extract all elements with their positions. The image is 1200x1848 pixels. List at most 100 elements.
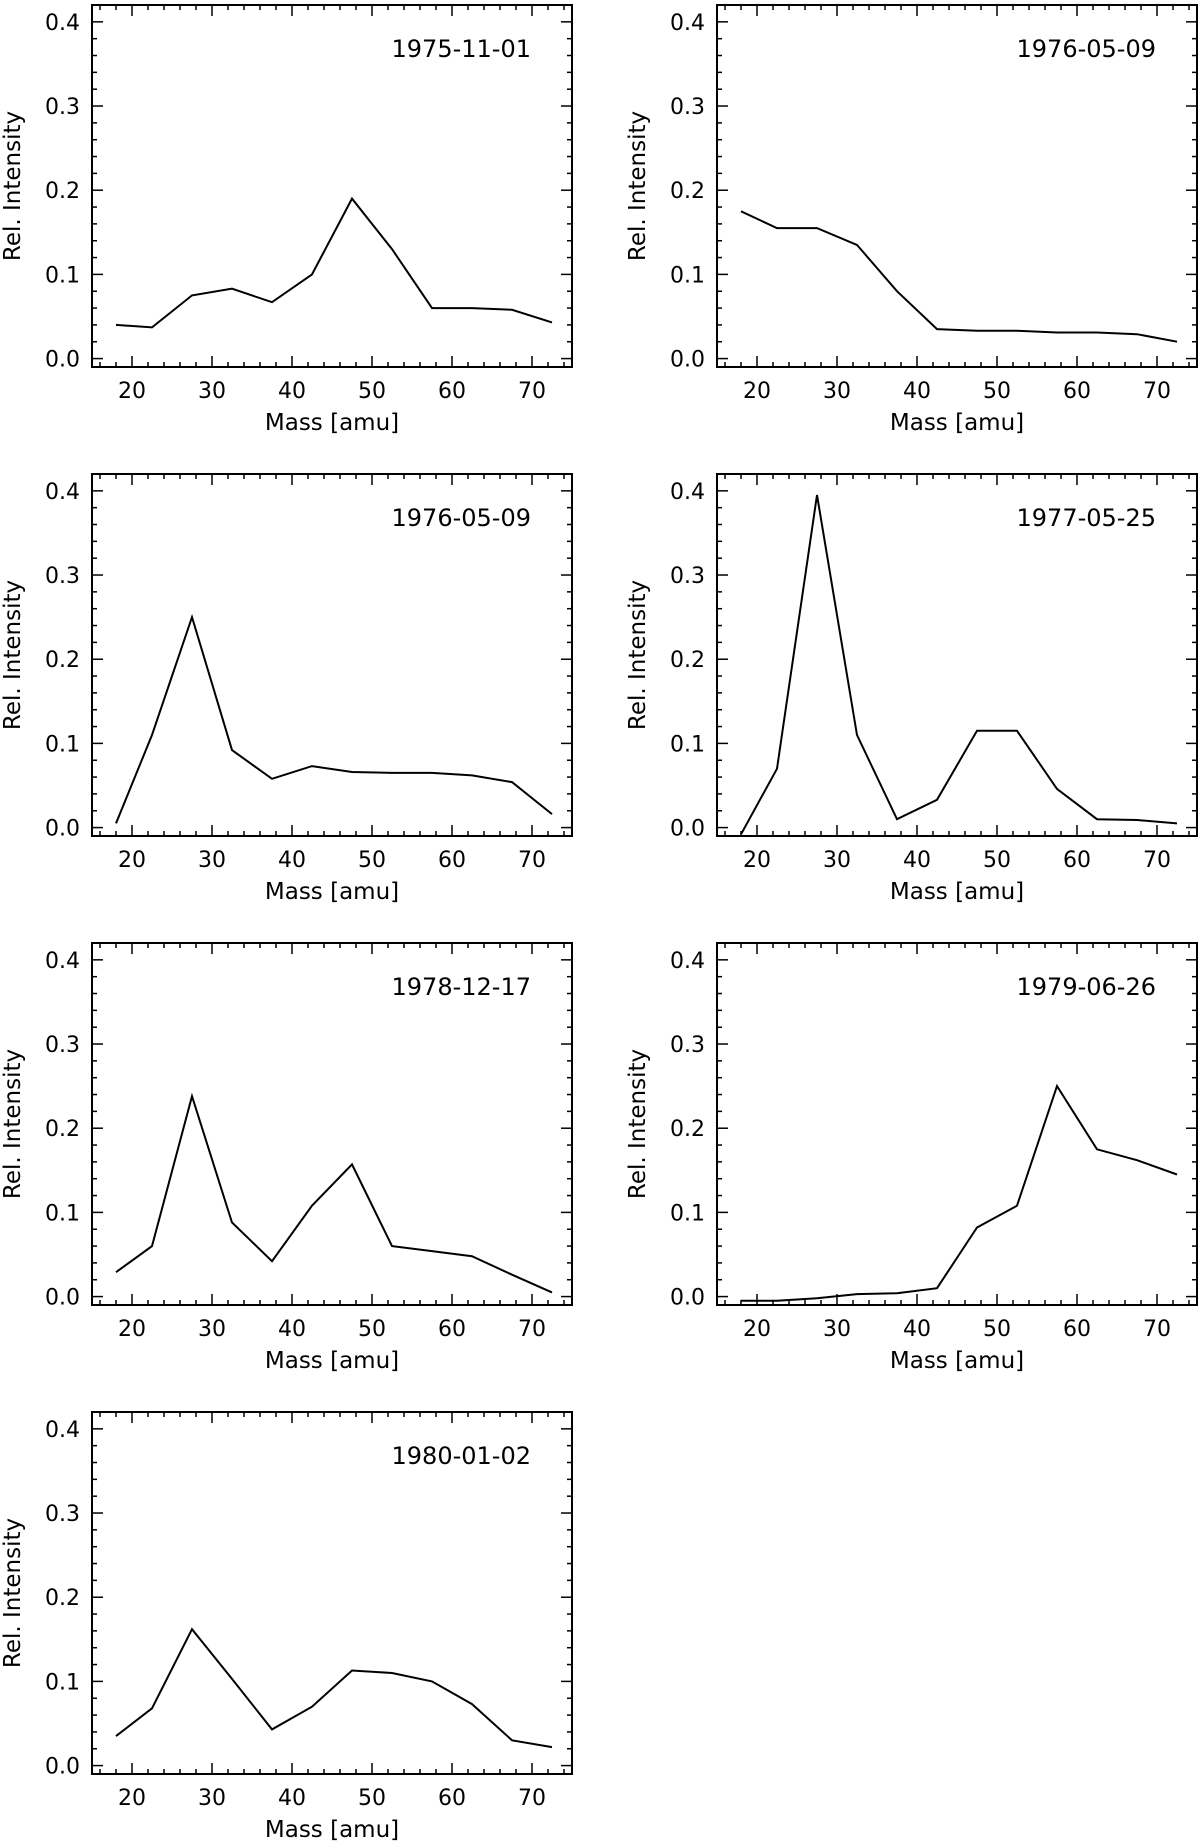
x-tick-label: 40 — [278, 1317, 306, 1342]
x-tick-label: 40 — [903, 848, 931, 873]
x-tick-label: 60 — [438, 1786, 466, 1811]
x-tick-label: 50 — [358, 848, 386, 873]
y-tick-label: 0.4 — [670, 11, 705, 36]
x-tick-label: 60 — [1063, 848, 1091, 873]
y-tick-label: 0.2 — [45, 179, 80, 204]
x-tick-label: 60 — [438, 379, 466, 404]
y-axis-label: Rel. Intensity — [625, 1049, 651, 1199]
x-tick-label: 30 — [198, 379, 226, 404]
x-tick-label: 30 — [198, 1317, 226, 1342]
series-line — [740, 494, 1178, 835]
series-line — [741, 1083, 1178, 1302]
y-tick-label: 0.1 — [670, 1201, 705, 1226]
y-tick-label: 0.4 — [45, 480, 80, 505]
y-tick-label: 0.2 — [45, 1586, 80, 1611]
y-tick-label: 0.4 — [670, 949, 705, 974]
y-tick-label: 0.2 — [45, 648, 80, 673]
y-tick-label: 0.3 — [45, 564, 80, 589]
panel-7: 20 30 40 50 60 70 0.0 0.1 0.2 0.3 0.4 Mass [amu] Rel… — [0, 1411, 573, 1843]
plot-frame — [91, 4, 573, 368]
y-tick-label: 0.1 — [45, 732, 80, 757]
x-tick-label: 40 — [278, 1786, 306, 1811]
x-tick-label: 40 — [278, 379, 306, 404]
x-tick-label: 30 — [823, 1317, 851, 1342]
x-tick-label: 50 — [358, 1317, 386, 1342]
y-tick-label: 0.3 — [670, 564, 705, 589]
x-tick-label: 20 — [743, 1317, 771, 1342]
x-axis-label: Mass [amu] — [265, 879, 399, 905]
panel-4: 20 30 40 50 60 70 0.0 0.1 0.2 0.3 0.4 Mass [amu] Rel… — [625, 473, 1198, 905]
panel-date-label: 1980-01-02 — [392, 1442, 531, 1470]
x-tick-label: 50 — [358, 1786, 386, 1811]
x-tick-label: 50 — [983, 1317, 1011, 1342]
x-tick-label: 70 — [1143, 848, 1171, 873]
y-tick-label: 0.4 — [45, 11, 80, 36]
x-tick-label: 40 — [903, 379, 931, 404]
x-axis-label: Mass [amu] — [890, 879, 1024, 905]
x-tick-label: 40 — [278, 848, 306, 873]
x-tick-label: 60 — [438, 848, 466, 873]
x-axis-label: Mass [amu] — [265, 1817, 399, 1843]
y-tick-label: 0.2 — [670, 1117, 705, 1142]
series-line — [115, 1092, 553, 1294]
x-tick-label: 70 — [518, 848, 546, 873]
series-line — [740, 210, 1178, 343]
series-line — [115, 1627, 553, 1749]
y-axis-label: Rel. Intensity — [625, 111, 651, 261]
x-tick-label: 40 — [903, 1317, 931, 1342]
y-tick-label: 0.0 — [45, 348, 80, 373]
y-tick-label: 0.3 — [670, 1033, 705, 1058]
plot-frame — [91, 1411, 573, 1775]
y-tick-label: 0.0 — [45, 1755, 80, 1780]
x-tick-label: 50 — [358, 379, 386, 404]
y-tick-label: 0.3 — [45, 1502, 80, 1527]
panel-1: 20 30 40 50 60 70 0.0 0.1 0.2 0.3 0.4 Mass [amu] Rel… — [0, 4, 573, 436]
plot-frame — [716, 942, 1198, 1306]
y-tick-label: 0.1 — [45, 1201, 80, 1226]
y-axis-label: Rel. Intensity — [0, 111, 26, 261]
x-tick-label: 20 — [743, 848, 771, 873]
y-tick-label: 0.4 — [45, 1418, 80, 1443]
x-tick-label: 60 — [438, 1317, 466, 1342]
x-tick-label: 60 — [1063, 1317, 1091, 1342]
panel-date-label: 1976-05-09 — [1017, 35, 1156, 63]
y-tick-label: 0.0 — [670, 1286, 705, 1311]
y-tick-label: 0.1 — [670, 263, 705, 288]
y-tick-label: 0.0 — [670, 348, 705, 373]
x-tick-label: 70 — [518, 1317, 546, 1342]
x-tick-label: 70 — [1143, 1317, 1171, 1342]
x-tick-label: 50 — [983, 379, 1011, 404]
panel-6: 20 30 40 50 60 70 0.0 0.1 0.2 0.3 0.4 Mass [amu] Rel… — [625, 942, 1198, 1374]
y-tick-label: 0.1 — [670, 732, 705, 757]
plot-frame — [91, 473, 573, 837]
plot-frame — [91, 942, 573, 1306]
panel-date-label: 1978-12-17 — [392, 973, 531, 1001]
panel-3: 20 30 40 50 60 70 0.0 0.1 0.2 0.3 0.4 Mass [amu] Rel… — [0, 473, 573, 905]
x-axis-label: Mass [amu] — [265, 1348, 399, 1374]
panel-date-label: 1975-11-01 — [392, 35, 531, 63]
y-tick-label: 0.2 — [670, 648, 705, 673]
y-tick-label: 0.4 — [670, 480, 705, 505]
y-tick-label: 0.4 — [45, 949, 80, 974]
panel-5: 20 30 40 50 60 70 0.0 0.1 0.2 0.3 0.4 Mass [amu] Rel… — [0, 942, 573, 1374]
x-tick-label: 30 — [198, 848, 226, 873]
x-tick-label: 30 — [198, 1786, 226, 1811]
y-tick-label: 0.1 — [45, 263, 80, 288]
x-tick-label: 20 — [118, 1317, 146, 1342]
panel-date-label: 1977-05-25 — [1017, 504, 1156, 532]
series-line — [115, 613, 553, 824]
plot-frame — [716, 4, 1198, 368]
x-tick-label: 70 — [1143, 379, 1171, 404]
x-tick-label: 70 — [518, 1786, 546, 1811]
y-tick-label: 0.0 — [45, 1286, 80, 1311]
x-tick-label: 50 — [983, 848, 1011, 873]
y-tick-label: 0.1 — [45, 1670, 80, 1695]
panel-date-label: 1979-06-26 — [1017, 973, 1156, 1001]
y-tick-label: 0.2 — [45, 1117, 80, 1142]
y-axis-label: Rel. Intensity — [0, 1049, 26, 1199]
x-tick-label: 20 — [743, 379, 771, 404]
x-axis-label: Mass [amu] — [265, 410, 399, 436]
y-tick-label: 0.2 — [670, 179, 705, 204]
x-axis-label: Mass [amu] — [890, 410, 1024, 436]
